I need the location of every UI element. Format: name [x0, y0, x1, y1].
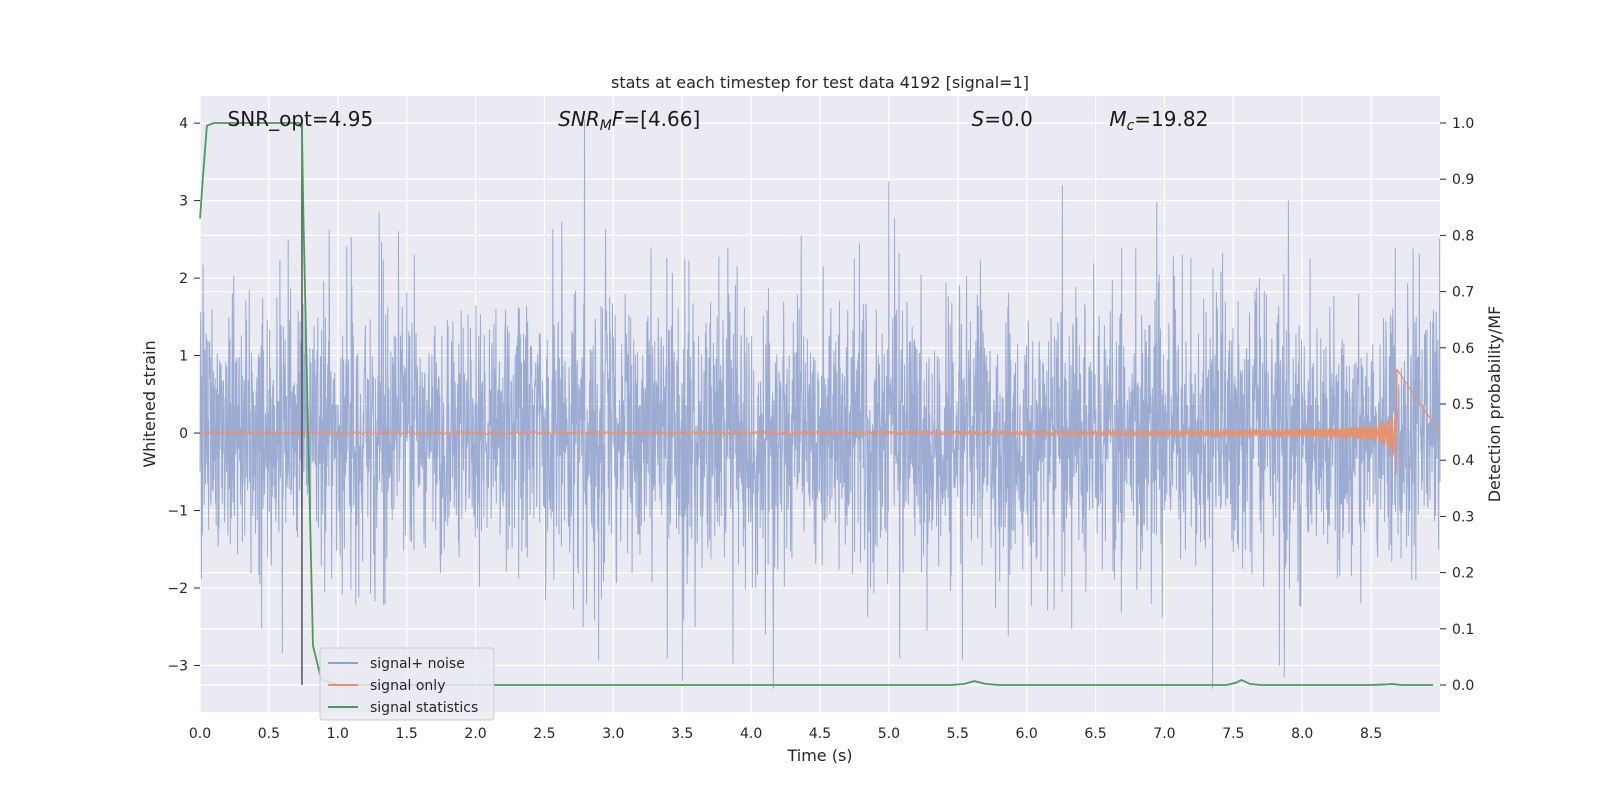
x-tick-label: 3.0 [602, 726, 624, 742]
x-tick-label: 5.5 [947, 726, 969, 742]
x-tick-label: 1.0 [327, 726, 349, 742]
y-right-tick-label: 0.1 [1452, 622, 1474, 638]
legend: signal+ noise signal only signal statist… [319, 647, 495, 721]
legend-label-signal-only: signal only [370, 678, 445, 694]
x-tick-label: 0.0 [189, 726, 211, 742]
y-left-tick-label: −1 [167, 504, 188, 520]
series-signal-only [199, 369, 1441, 474]
y-left-tick-label: −2 [167, 581, 188, 597]
x-tick-label: 2.0 [464, 726, 486, 742]
x-tick-label: 1.5 [396, 726, 418, 742]
annotation-s-value: S=0.0 [972, 107, 1033, 131]
series-signal-statistics [199, 122, 1434, 686]
y-left-tick-label: 4 [179, 116, 188, 132]
y-left-tick-label: 2 [179, 271, 188, 287]
annotations: SNR_opt=4.95 SNRMF=[4.66] S=0.0 Mc=19.82 [228, 107, 1209, 134]
legend-box [319, 647, 495, 721]
grid [199, 96, 1440, 712]
x-tick-label: 8.5 [1360, 726, 1382, 742]
annotation-snr-mf: SNRMF=[4.66] [558, 107, 700, 134]
y-left-tick-label: 1 [179, 349, 188, 365]
annotation-snr-opt: SNR_opt=4.95 [228, 107, 374, 131]
x-tick-label: 3.5 [671, 726, 693, 742]
annotation-mc-value: Mc=19.82 [1109, 107, 1208, 134]
x-axis-label: Time (s) [786, 746, 852, 765]
x-tick-label: 4.0 [740, 726, 762, 742]
axis-ticks: 0.0 0.5 1.0 1.5 2.0 2.5 3.0 3.5 4.0 4.5 5.0 5.5 6.0 6… [167, 116, 1474, 742]
x-tick-label: 6.5 [1084, 726, 1106, 742]
signal-statistics-line [199, 122, 1434, 686]
x-tick-label: 8.0 [1291, 726, 1313, 742]
y-left-tick-label: −3 [167, 659, 188, 675]
x-tick-label: 7.5 [1222, 726, 1244, 742]
x-tick-label: 6.0 [1016, 726, 1038, 742]
y-right-tick-label: 0.3 [1452, 509, 1474, 525]
y-right-tick-label: 0.2 [1452, 566, 1474, 582]
series-signal-noise [199, 119, 1441, 689]
legend-label-signal-statistics: signal statistics [370, 700, 478, 716]
x-tick-label: 0.5 [258, 726, 280, 742]
y-axis-label-right: Detection probability/MF [1485, 306, 1504, 503]
y-right-tick-label: 0.4 [1452, 453, 1474, 469]
y-right-tick-label: 0.0 [1452, 678, 1474, 694]
signal-noise-line [199, 119, 1441, 689]
y-right-tick-label: 0.9 [1452, 172, 1474, 188]
chart-title: stats at each timestep for test data 419… [611, 73, 1029, 92]
y-right-tick-label: 0.5 [1452, 397, 1474, 413]
y-right-tick-label: 0.7 [1452, 285, 1474, 301]
y-right-tick-label: 1.0 [1452, 116, 1474, 132]
signal-only-line [199, 369, 1441, 474]
x-tick-label: 7.0 [1153, 726, 1175, 742]
x-tick-label: 2.5 [533, 726, 555, 742]
y-right-tick-label: 0.8 [1452, 228, 1474, 244]
y-left-tick-label: 3 [179, 194, 188, 210]
x-tick-label: 5.0 [878, 726, 900, 742]
y-axis-label-left: Whitened strain [140, 340, 159, 467]
legend-label-signal-noise: signal+ noise [370, 656, 465, 672]
y-right-tick-label: 0.6 [1452, 341, 1474, 357]
x-tick-label: 4.5 [809, 726, 831, 742]
y-left-tick-label: 0 [179, 426, 188, 442]
